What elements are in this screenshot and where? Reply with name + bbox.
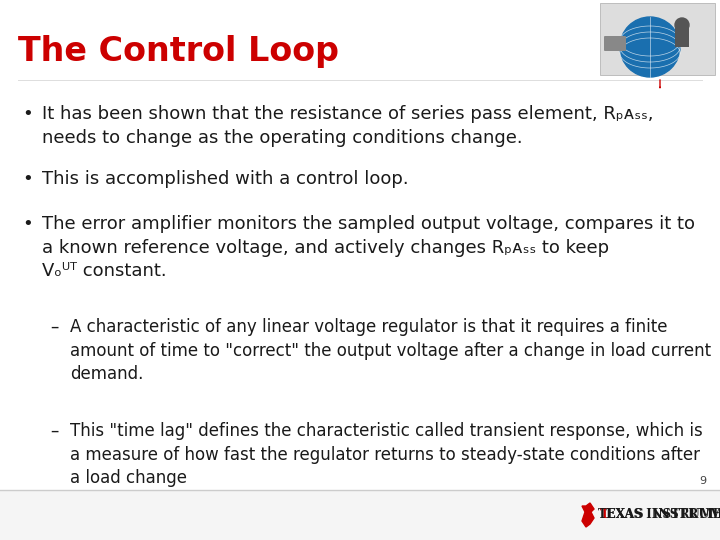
Text: A characteristic of any linear voltage regulator is that it requires a finite
am: A characteristic of any linear voltage r… <box>70 318 711 383</box>
Bar <box>0 490 720 540</box>
Text: –: – <box>50 422 58 440</box>
Text: TEXAS INSTRUMENTS: TEXAS INSTRUMENTS <box>598 509 720 522</box>
Text: EXAS  INSTRUMENTS: EXAS INSTRUMENTS <box>606 509 720 522</box>
Text: •: • <box>22 105 32 123</box>
FancyBboxPatch shape <box>604 36 626 51</box>
Text: This "time lag" defines the characteristic called transient response, which is
a: This "time lag" defines the characterist… <box>70 422 703 487</box>
Text: •: • <box>22 215 32 233</box>
Text: 9: 9 <box>699 476 706 486</box>
Text: –: – <box>50 318 58 336</box>
Text: The error amplifier monitors the sampled output voltage, compares it to
a known : The error amplifier monitors the sampled… <box>42 215 695 280</box>
Bar <box>675 27 689 47</box>
Text: This is accomplished with a control loop.: This is accomplished with a control loop… <box>42 170 409 188</box>
Polygon shape <box>582 503 594 527</box>
Text: It has been shown that the resistance of series pass element, Rₚᴀₛₛ,
needs to ch: It has been shown that the resistance of… <box>42 105 654 146</box>
Bar <box>600 3 715 75</box>
Text: •: • <box>22 170 32 188</box>
Circle shape <box>675 18 689 32</box>
Text: The Control Loop: The Control Loop <box>18 35 339 68</box>
Text: T: T <box>600 509 609 522</box>
Circle shape <box>620 17 680 77</box>
